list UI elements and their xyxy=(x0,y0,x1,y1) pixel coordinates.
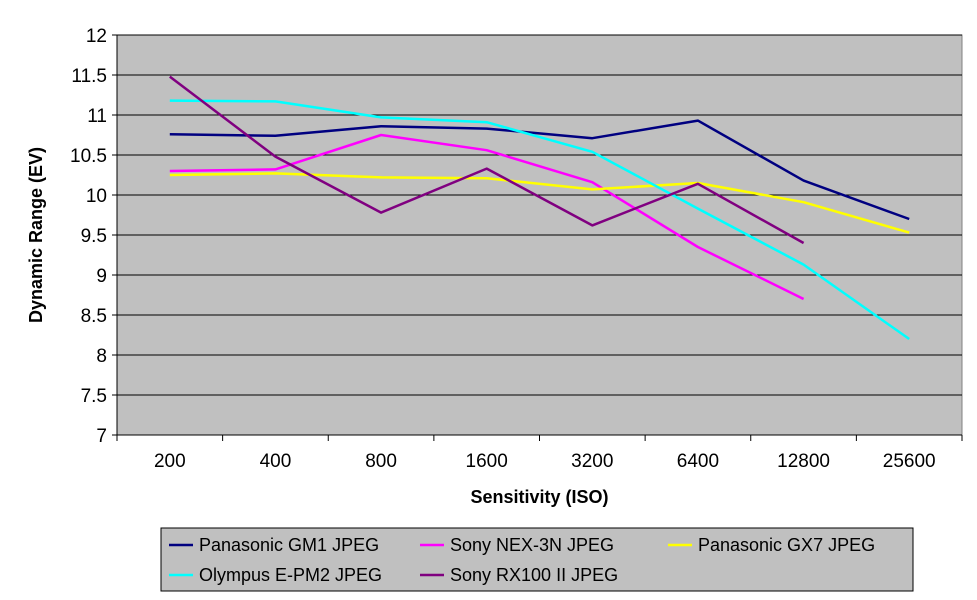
x-tick-label-400: 400 xyxy=(260,451,292,472)
y-tick-label-5: 9.5 xyxy=(81,226,107,247)
legend-label-0: Panasonic GM1 JPEG xyxy=(199,535,379,555)
x-tick-label-25600: 25600 xyxy=(883,451,936,472)
series-line-3 xyxy=(169,99,910,341)
legend-label-4: Sony RX100 II JPEG xyxy=(450,565,618,585)
y-tick-label-3: 8.5 xyxy=(81,306,107,327)
y-tick-label-9: 11.5 xyxy=(71,66,107,87)
legend-label-2: Panasonic GX7 JPEG xyxy=(698,535,875,555)
axes xyxy=(112,34,963,441)
x-tick-label-3200: 3200 xyxy=(571,451,613,472)
series-lines xyxy=(169,75,910,341)
x-axis-title: Sensitivity (ISO) xyxy=(470,487,608,507)
legend-box xyxy=(160,527,914,592)
y-tick-label-2: 8 xyxy=(96,346,107,367)
y-tick-label-10: 12 xyxy=(86,26,107,47)
series-line-0 xyxy=(169,119,910,221)
series-line-2 xyxy=(169,172,910,234)
y-tick-label-4: 9 xyxy=(96,266,107,287)
x-tick-label-6400: 6400 xyxy=(677,451,719,472)
y-tick-label-0: 7 xyxy=(96,426,107,447)
series-line-1 xyxy=(169,133,805,301)
legend-label-3: Olympus E-PM2 JPEG xyxy=(199,565,382,585)
x-tick-label-12800: 12800 xyxy=(777,451,830,472)
y-axis-title: Dynamic Range (EV) xyxy=(26,147,46,323)
legend: Panasonic GM1 JPEG Sony NEX-3N JPEG Panaso… xyxy=(160,527,914,592)
y-tick-label-8: 11 xyxy=(87,106,107,127)
x-tick-label-800: 800 xyxy=(365,451,397,472)
legend-label-1: Sony NEX-3N JPEG xyxy=(450,535,614,555)
x-tick-label-1600: 1600 xyxy=(466,451,508,472)
tick-labels: 7 7.5 8 8.5 9 9.5 10 10.5 11 11.5 12 200 400 800 1600 3… xyxy=(70,26,936,472)
y-tick-label-1: 7.5 xyxy=(81,386,107,407)
x-tick-label-200: 200 xyxy=(154,451,186,472)
y-tick-label-7: 10.5 xyxy=(70,146,107,167)
y-tick-label-6: 10 xyxy=(86,186,107,207)
series-line-4 xyxy=(169,75,805,245)
